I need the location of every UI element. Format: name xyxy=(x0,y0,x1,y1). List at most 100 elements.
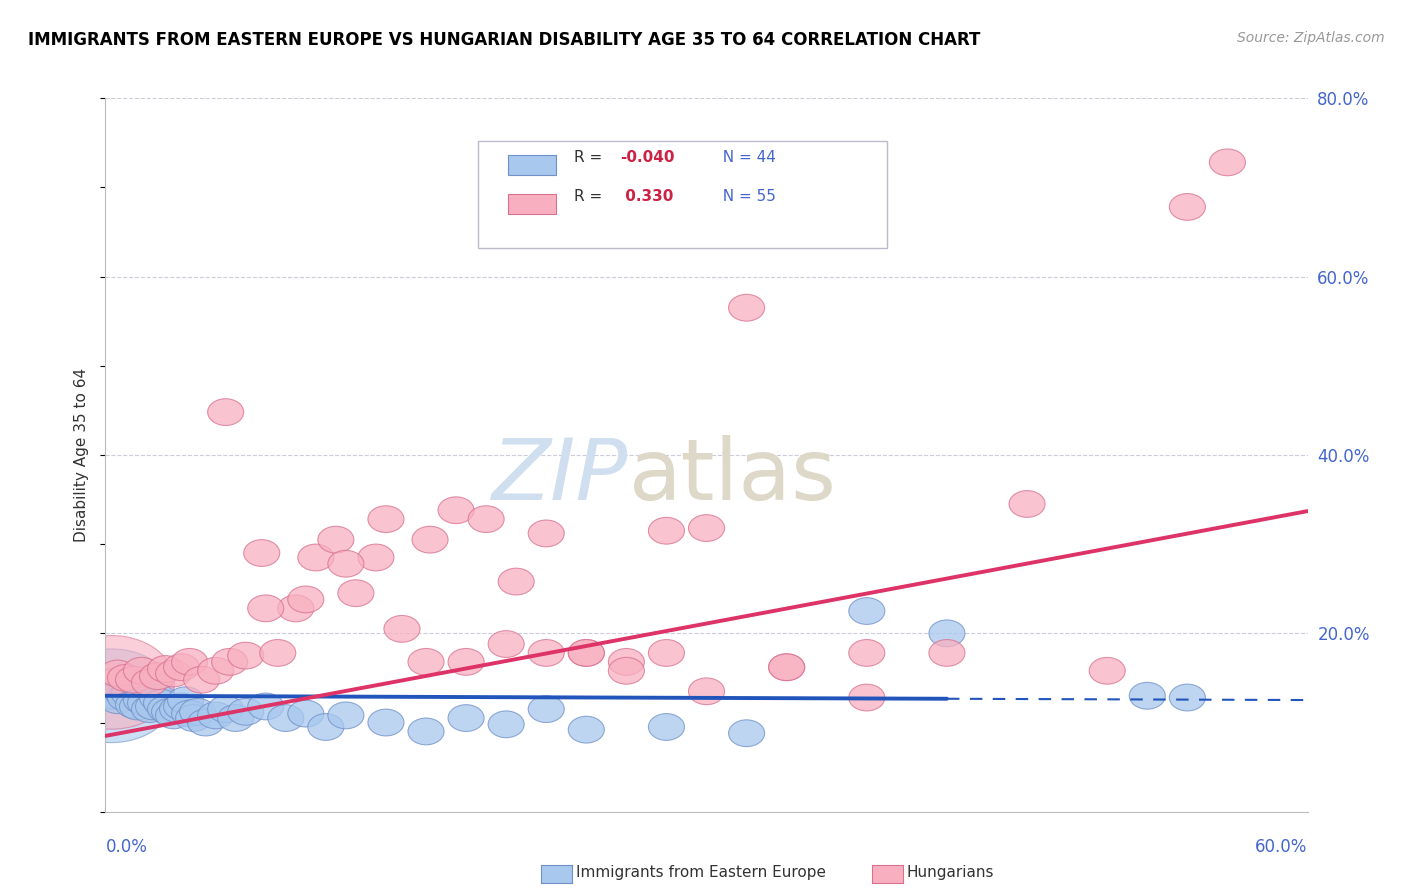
FancyBboxPatch shape xyxy=(508,194,557,214)
Ellipse shape xyxy=(408,648,444,675)
Ellipse shape xyxy=(247,693,284,720)
Text: Source: ZipAtlas.com: Source: ZipAtlas.com xyxy=(1237,31,1385,45)
Text: ZIP: ZIP xyxy=(492,434,628,518)
Ellipse shape xyxy=(218,705,253,731)
Ellipse shape xyxy=(328,550,364,577)
Ellipse shape xyxy=(163,693,200,720)
Text: IMMIGRANTS FROM EASTERN EUROPE VS HUNGARIAN DISABILITY AGE 35 TO 64 CORRELATION : IMMIGRANTS FROM EASTERN EUROPE VS HUNGAR… xyxy=(28,31,980,49)
Ellipse shape xyxy=(111,681,148,707)
Ellipse shape xyxy=(132,696,167,723)
Text: R =: R = xyxy=(574,150,607,165)
Ellipse shape xyxy=(1090,657,1125,684)
Ellipse shape xyxy=(120,693,156,720)
Ellipse shape xyxy=(609,657,644,684)
Ellipse shape xyxy=(176,705,212,731)
Ellipse shape xyxy=(135,693,172,720)
Text: R =: R = xyxy=(574,189,607,204)
Ellipse shape xyxy=(187,709,224,736)
Ellipse shape xyxy=(163,654,200,681)
Ellipse shape xyxy=(208,399,243,425)
Ellipse shape xyxy=(318,526,354,553)
Ellipse shape xyxy=(107,665,143,691)
Ellipse shape xyxy=(100,687,135,714)
Ellipse shape xyxy=(384,615,420,642)
Ellipse shape xyxy=(648,517,685,544)
Ellipse shape xyxy=(93,669,129,696)
Ellipse shape xyxy=(529,520,564,547)
Ellipse shape xyxy=(408,718,444,745)
Ellipse shape xyxy=(288,586,323,613)
Ellipse shape xyxy=(488,711,524,738)
Ellipse shape xyxy=(849,640,884,666)
FancyBboxPatch shape xyxy=(478,141,887,248)
Ellipse shape xyxy=(568,640,605,666)
Ellipse shape xyxy=(180,698,215,725)
Ellipse shape xyxy=(1129,682,1166,709)
Ellipse shape xyxy=(308,714,344,740)
Ellipse shape xyxy=(439,497,474,524)
Ellipse shape xyxy=(412,526,449,553)
Text: N = 55: N = 55 xyxy=(713,189,775,204)
Ellipse shape xyxy=(769,654,804,681)
Ellipse shape xyxy=(128,690,163,716)
Ellipse shape xyxy=(167,687,204,714)
Ellipse shape xyxy=(148,656,184,682)
Ellipse shape xyxy=(337,580,374,607)
Ellipse shape xyxy=(212,648,247,675)
Ellipse shape xyxy=(449,648,484,675)
Ellipse shape xyxy=(849,684,884,711)
Ellipse shape xyxy=(468,506,505,533)
Ellipse shape xyxy=(288,700,323,727)
Ellipse shape xyxy=(172,648,208,675)
Text: -0.040: -0.040 xyxy=(620,150,675,165)
Ellipse shape xyxy=(148,696,184,723)
Ellipse shape xyxy=(228,698,264,725)
Ellipse shape xyxy=(132,669,167,696)
Ellipse shape xyxy=(1170,684,1205,711)
Text: Immigrants from Eastern Europe: Immigrants from Eastern Europe xyxy=(576,865,827,880)
Ellipse shape xyxy=(267,705,304,731)
Text: 60.0%: 60.0% xyxy=(1256,838,1308,855)
Ellipse shape xyxy=(100,660,135,687)
Ellipse shape xyxy=(1010,491,1045,517)
Ellipse shape xyxy=(156,660,191,687)
Ellipse shape xyxy=(139,684,176,711)
Ellipse shape xyxy=(198,657,233,684)
Ellipse shape xyxy=(929,640,965,666)
FancyBboxPatch shape xyxy=(508,155,557,175)
Text: 0.330: 0.330 xyxy=(620,189,673,204)
Ellipse shape xyxy=(498,568,534,595)
Ellipse shape xyxy=(124,657,159,684)
Ellipse shape xyxy=(728,294,765,321)
Ellipse shape xyxy=(243,540,280,566)
Ellipse shape xyxy=(368,709,404,736)
Ellipse shape xyxy=(929,620,965,647)
Ellipse shape xyxy=(529,640,564,666)
Ellipse shape xyxy=(689,678,724,705)
Ellipse shape xyxy=(1209,149,1246,176)
Ellipse shape xyxy=(152,698,187,725)
Ellipse shape xyxy=(488,631,524,657)
Ellipse shape xyxy=(198,702,233,729)
Ellipse shape xyxy=(247,595,284,622)
Ellipse shape xyxy=(328,702,364,729)
Ellipse shape xyxy=(568,716,605,743)
Ellipse shape xyxy=(1170,194,1205,220)
Ellipse shape xyxy=(48,649,174,742)
Ellipse shape xyxy=(104,678,139,705)
Ellipse shape xyxy=(93,682,129,709)
Ellipse shape xyxy=(260,640,295,666)
Text: 0.0%: 0.0% xyxy=(105,838,148,855)
Y-axis label: Disability Age 35 to 64: Disability Age 35 to 64 xyxy=(75,368,90,542)
Ellipse shape xyxy=(849,598,884,624)
Ellipse shape xyxy=(107,684,143,711)
Ellipse shape xyxy=(648,714,685,740)
Ellipse shape xyxy=(124,687,159,714)
Ellipse shape xyxy=(48,635,174,730)
Text: atlas: atlas xyxy=(628,434,837,518)
Ellipse shape xyxy=(115,666,152,693)
Text: N = 44: N = 44 xyxy=(713,150,775,165)
Ellipse shape xyxy=(648,640,685,666)
Ellipse shape xyxy=(368,506,404,533)
Ellipse shape xyxy=(208,696,243,723)
